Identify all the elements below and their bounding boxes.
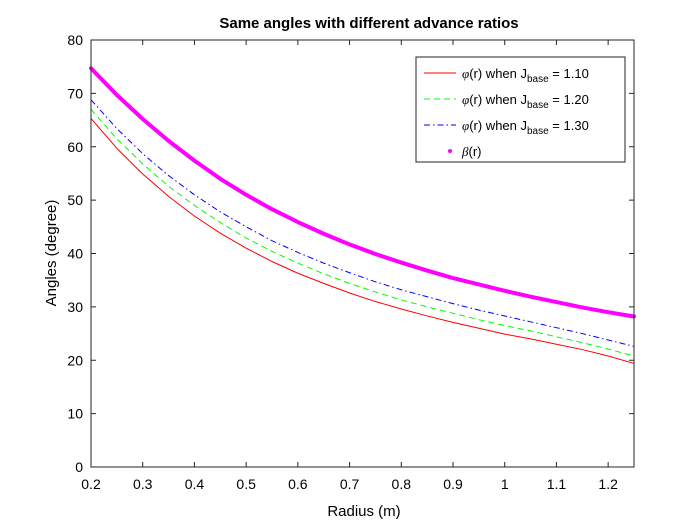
series-line-4 (89, 66, 636, 319)
legend-subscript: base (527, 74, 549, 85)
y-tick-label: 0 (75, 459, 83, 475)
y-tick-label: 80 (67, 32, 83, 48)
legend-symbol: φ (462, 92, 469, 107)
legend-text: (r) when J (469, 118, 527, 133)
series-line-1 (90, 118, 635, 364)
x-axis-label: Radius (m) (327, 503, 400, 520)
y-tick-label: 30 (67, 299, 83, 315)
x-tick-label: 0.6 (288, 476, 308, 492)
x-tick-label: 0.9 (443, 476, 463, 492)
y-tick-label: 20 (67, 352, 83, 368)
x-tick-label: 1 (501, 476, 509, 492)
legend-text: (r) when J (469, 66, 527, 81)
x-tick-label: 0.2 (81, 476, 101, 492)
y-tick-label: 10 (67, 406, 83, 422)
chart-title: Same angles with different advance ratio… (219, 15, 518, 32)
legend-symbol: φ (462, 66, 469, 81)
y-tick-label: 50 (67, 192, 83, 208)
legend-value: = 1.20 (549, 92, 589, 107)
x-tick-label: 0.8 (392, 476, 412, 492)
legend-marker-4 (448, 149, 452, 153)
legend-label-1: φ(r) when Jbase = 1.10 (462, 66, 589, 85)
x-tick-label: 0.3 (133, 476, 153, 492)
legend-value: = 1.10 (549, 66, 589, 81)
legend-symbol: φ (462, 118, 469, 133)
y-tick-label: 70 (67, 85, 83, 101)
legend-text: (r) when J (469, 92, 527, 107)
series-line-3 (90, 99, 635, 347)
legend-box (415, 56, 626, 163)
y-axis-label: Angles (degree) (43, 200, 60, 307)
legend-value: = 1.30 (549, 118, 589, 133)
legend-subscript: base (527, 126, 549, 137)
x-tick-label: 0.7 (340, 476, 360, 492)
x-tick-label: 1.2 (598, 476, 618, 492)
legend-label-3: φ(r) when Jbase = 1.30 (462, 118, 589, 137)
series-layer (89, 66, 636, 364)
x-tick-label: 0.5 (236, 476, 256, 492)
series-line-2 (90, 109, 635, 357)
legend-label-4: β(r) (461, 144, 481, 159)
legend: φ(r) when Jbase = 1.10φ(r) when Jbase = … (415, 56, 626, 163)
legend-subscript: base (527, 100, 549, 111)
x-tick-label: 0.4 (185, 476, 205, 492)
legend-label-2: φ(r) when Jbase = 1.20 (462, 92, 589, 111)
legend-text: (r) (468, 144, 481, 159)
y-tick-label: 60 (67, 139, 83, 155)
axes-layer: 0.2 0.3 0.4 0.5 0.6 0.7 0.8 0.9 1 1.1 1.2 0 10 20 30 40… (67, 32, 635, 492)
x-tick-label: 1.1 (547, 476, 567, 492)
legend-symbol: β (461, 144, 469, 159)
y-tick-label: 40 (67, 246, 83, 262)
